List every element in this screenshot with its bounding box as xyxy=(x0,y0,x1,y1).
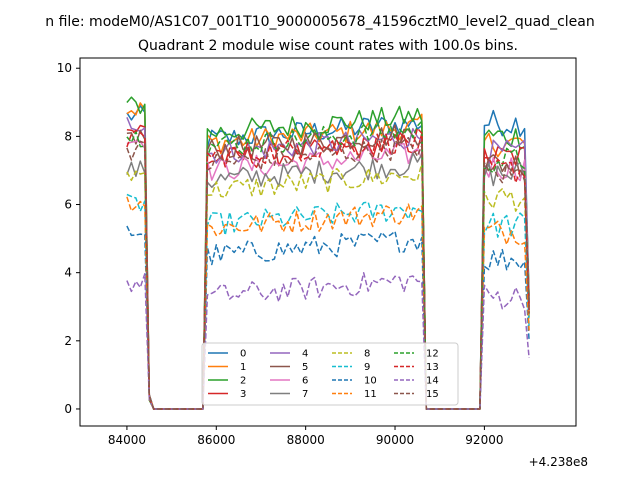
y-tick-label: 2 xyxy=(64,334,72,348)
figure-suptitle: n file: modeM0/AS1C07_001T10_9000005678_… xyxy=(45,14,594,30)
legend-label-12: 12 xyxy=(426,349,439,360)
x-tick-label: 84000 xyxy=(108,433,146,447)
legend-label-15: 15 xyxy=(426,389,439,400)
x-tick-label: 90000 xyxy=(376,433,414,447)
y-tick-label: 10 xyxy=(57,61,72,75)
series-layer xyxy=(126,96,530,410)
series-line-15 xyxy=(126,137,530,410)
legend-label-5: 5 xyxy=(302,362,308,373)
legend-label-13: 13 xyxy=(426,362,439,373)
y-axis: 0 2 4 6 8 10 xyxy=(57,61,80,416)
x-axis: 84000 86000 88000 90000 92000 xyxy=(108,426,503,447)
x-tick-label: 92000 xyxy=(465,433,503,447)
legend-label-10: 10 xyxy=(364,376,377,387)
legend-label-1: 1 xyxy=(240,362,246,373)
legend-label-8: 8 xyxy=(364,349,370,360)
y-tick-label: 4 xyxy=(64,266,72,280)
y-tick-label: 8 xyxy=(64,129,72,143)
legend-label-3: 3 xyxy=(240,389,246,400)
legend-label-14: 14 xyxy=(426,376,439,387)
legend-label-11: 11 xyxy=(364,389,377,400)
x-tick-label: 88000 xyxy=(287,433,325,447)
y-tick-label: 0 xyxy=(64,402,72,416)
legend-label-6: 6 xyxy=(302,376,308,387)
plot-frame xyxy=(79,57,577,427)
legend-box xyxy=(201,342,459,406)
chart-title: Quadrant 2 module wise count rates with … xyxy=(138,38,518,54)
legend-label-9: 9 xyxy=(364,362,370,373)
legend-label-7: 7 xyxy=(302,389,308,400)
legend-label-2: 2 xyxy=(240,376,246,387)
legend-label-0: 0 xyxy=(240,349,246,360)
legend-label-4: 4 xyxy=(302,349,308,360)
y-tick-label: 6 xyxy=(64,198,72,212)
x-tick-label: 86000 xyxy=(197,433,235,447)
x-axis-offset-text: +4.238e8 xyxy=(529,455,588,469)
